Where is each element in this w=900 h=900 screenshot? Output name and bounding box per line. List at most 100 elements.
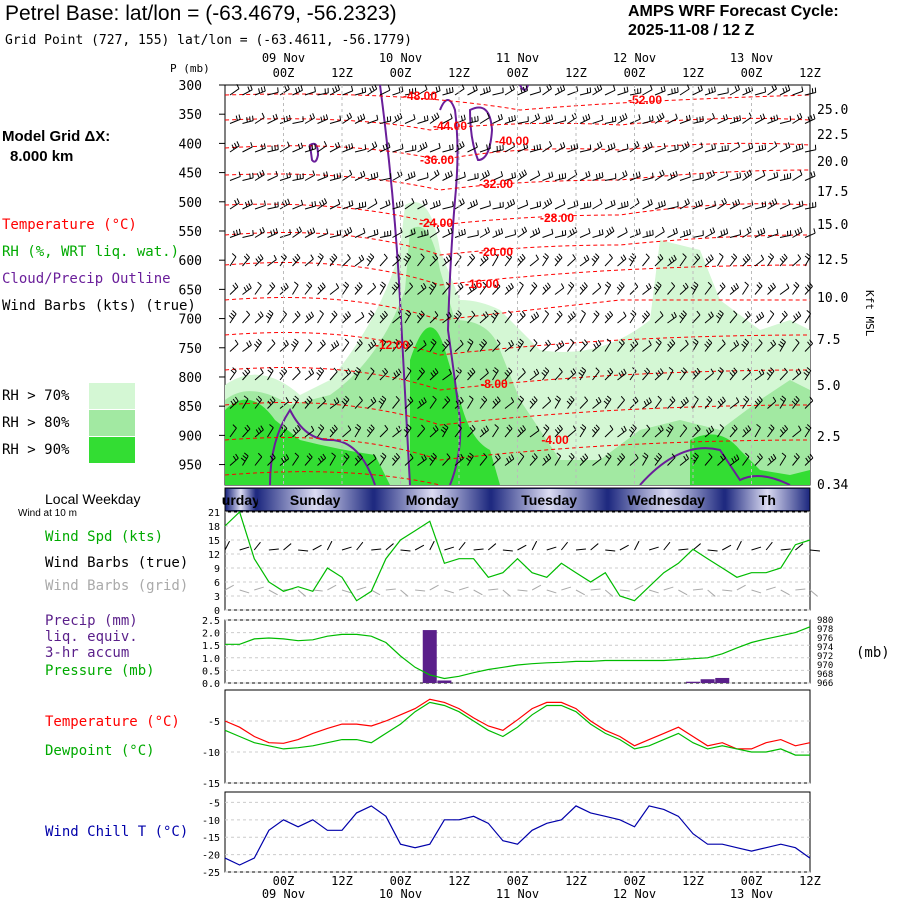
wind-barb-flag: [410, 229, 413, 235]
wind-barb-shaft: [229, 343, 239, 352]
wind-barb-flag: [545, 424, 550, 429]
wind-barb-flag: [423, 454, 427, 460]
wind-barb-shaft: [654, 257, 664, 267]
wind-barb-flag: [374, 141, 378, 147]
wind-barb-flag: [449, 87, 451, 93]
wind-barb-flag: [345, 370, 349, 375]
wind-barb-shaft: [392, 90, 404, 96]
wind-barb-shaft: [354, 91, 366, 96]
wind-barb-shaft: [479, 399, 488, 409]
wind-barb-shaft: [442, 315, 452, 324]
wind-barb-shaft: [467, 89, 478, 96]
weekday-title: Local Weekday: [45, 491, 141, 507]
wind-barb-flag: [498, 229, 501, 235]
wind-barb-shaft: [304, 285, 313, 295]
wind-barb-flag: [292, 341, 298, 346]
wind-barb-flag: [297, 86, 301, 92]
wind-barb-true: [473, 548, 484, 551]
wind-barb-flag: [744, 395, 750, 400]
wind-barb-flag: [601, 229, 604, 235]
wind-barb-shaft: [642, 428, 651, 438]
wind-barb-flag: [782, 426, 786, 432]
wind-barb-flag: [793, 398, 798, 403]
wind-barb-flag: [382, 369, 386, 375]
wind-barb-flag: [401, 200, 404, 206]
wind-barb-flag: [460, 115, 463, 121]
wind-barb-flag: [486, 144, 489, 150]
wind-barb-flag: [568, 398, 573, 403]
wind-barb-flag: [460, 396, 464, 402]
wind-barb-flag: [646, 399, 650, 405]
wind-barb-flag: [813, 228, 816, 234]
wind-barb-flag: [593, 255, 598, 260]
wind-barb-flag: [535, 311, 540, 317]
pressure-tick-label: 980: [817, 616, 833, 626]
wind-barb-shaft: [704, 148, 716, 153]
wind-barb-shaft: [442, 457, 451, 466]
wind-barb-flag: [260, 368, 264, 374]
wind-barb-flag: [747, 311, 751, 316]
wind-barb-shaft: [592, 145, 603, 153]
wind-barb-flag: [543, 369, 548, 374]
bottom-hour-label: 12Z: [565, 874, 587, 888]
wind-barb-flag: [723, 198, 727, 203]
wind-barb-flag: [687, 198, 690, 204]
top-hour-label: 00Z: [507, 66, 529, 80]
wind-barb-shaft: [279, 401, 289, 409]
wind-barb-flag: [269, 455, 274, 461]
wind-barb-flag: [504, 372, 509, 377]
wind-barb-flag: [374, 84, 378, 90]
wind-barb-shaft: [767, 343, 777, 352]
wind-barb-flag: [487, 227, 490, 233]
wind-barb-flag: [277, 87, 279, 93]
wind-barb-shaft: [417, 287, 427, 295]
wind-barb-flag: [613, 85, 616, 91]
wind-barb-shaft: [704, 117, 715, 124]
wind-barb-grid: [561, 586, 572, 591]
wind-barb-flag: [272, 115, 276, 121]
wind-barb-flag: [758, 339, 763, 344]
wind-barb-flag: [353, 372, 358, 377]
wind-barb-shaft: [704, 205, 716, 210]
wind-barb-shaft: [742, 231, 752, 238]
wind-barb-flag: [242, 455, 247, 460]
wind-barb-flag: [249, 173, 251, 179]
wind-barb-flag: [308, 453, 313, 458]
wind-barb-shaft: [529, 342, 538, 352]
pressure-tick-label: 976: [817, 634, 833, 644]
wind-barb-grid: [254, 586, 264, 591]
wind-barb-shaft: [517, 371, 526, 381]
wind-barb-flag: [448, 368, 452, 374]
wind-barb-flag: [438, 85, 441, 91]
wind-barb-shaft: [404, 457, 414, 466]
wind-barb-flag: [505, 255, 511, 260]
wind-barb-flag: [471, 285, 475, 291]
wind-barb-shaft: [567, 174, 578, 181]
wind-barb-flag: [471, 310, 476, 316]
wind-barb-flag: [357, 455, 361, 461]
wind-barb-flag: [588, 170, 591, 176]
wind-barb-flag: [554, 398, 560, 402]
wind-barb-flag: [797, 311, 802, 317]
wind-barb-flag: [347, 311, 351, 316]
wind-barb-flag: [733, 424, 738, 430]
weekday-label: Wednesday: [627, 492, 705, 508]
wind-barb-flag: [403, 258, 408, 263]
wind-barb-grid: [707, 589, 716, 597]
wind-barb-shaft: [454, 88, 465, 96]
kft-tick-label: 17.5: [817, 185, 848, 200]
wind-barb-flag: [739, 229, 742, 235]
wind-barb-flag: [234, 396, 239, 402]
wind-barb-flag: [671, 396, 676, 401]
wind-barb-flag: [558, 424, 563, 430]
wind-barb-flag: [467, 455, 473, 460]
wind-barb-shaft: [767, 313, 775, 324]
wind-barb-shaft: [617, 231, 628, 238]
wind-barb-flag: [459, 282, 464, 288]
wind-barb-flag: [243, 286, 247, 292]
wind-barb-flag: [261, 144, 264, 150]
wind-barb-shaft: [779, 146, 791, 153]
wind-barb-shaft: [229, 457, 239, 466]
wind-barb-shaft: [767, 233, 779, 238]
wind-barb-shaft: [667, 118, 678, 124]
